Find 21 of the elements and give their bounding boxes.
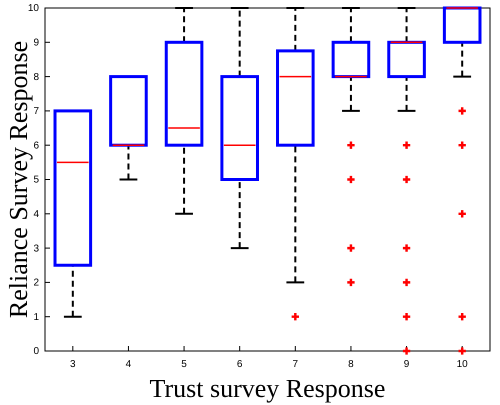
y-tick-label: 4 (33, 209, 40, 220)
x-tick-label: 4 (126, 359, 132, 370)
y-tick-label: 3 (33, 243, 40, 254)
x-tick-label: 10 (456, 359, 468, 370)
y-axis-title: Reliance Survey Response (4, 40, 33, 318)
y-tick-label: 1 (33, 312, 40, 323)
x-tick-label: 7 (292, 359, 299, 370)
x-tick-label: 6 (236, 359, 243, 370)
y-tick-label: 0 (33, 346, 40, 358)
x-tick-label: 8 (348, 359, 354, 370)
y-tick-label: 10 (28, 3, 40, 14)
x-tick-label: 9 (404, 359, 410, 370)
x-tick-label: 5 (181, 359, 188, 370)
x-axis-title: Trust survey Response (150, 374, 386, 403)
y-tick-label: 9 (33, 38, 40, 48)
y-tick-label: 8 (33, 72, 40, 83)
x-tick-label: 3 (70, 359, 76, 370)
y-tick-label: 2 (33, 278, 40, 289)
y-tick-label: 7 (33, 106, 40, 118)
y-tick-label: 5 (33, 174, 40, 186)
y-tick-label: 6 (33, 140, 40, 152)
